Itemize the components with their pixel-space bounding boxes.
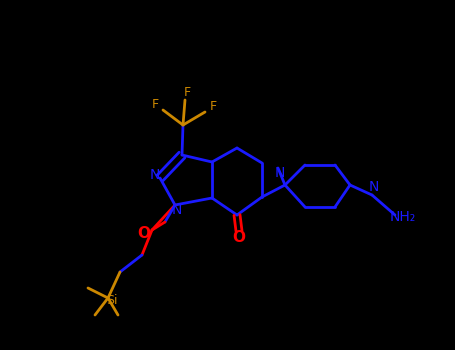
Text: N: N xyxy=(369,180,379,194)
Text: F: F xyxy=(152,98,158,112)
Text: F: F xyxy=(209,100,217,113)
Text: F: F xyxy=(183,85,191,98)
Text: O: O xyxy=(137,225,151,240)
Text: N: N xyxy=(275,166,285,180)
Text: N: N xyxy=(150,168,160,182)
Text: O: O xyxy=(233,230,246,245)
Text: N: N xyxy=(172,203,182,217)
Text: Si: Si xyxy=(106,294,118,307)
Text: NH₂: NH₂ xyxy=(390,210,416,224)
